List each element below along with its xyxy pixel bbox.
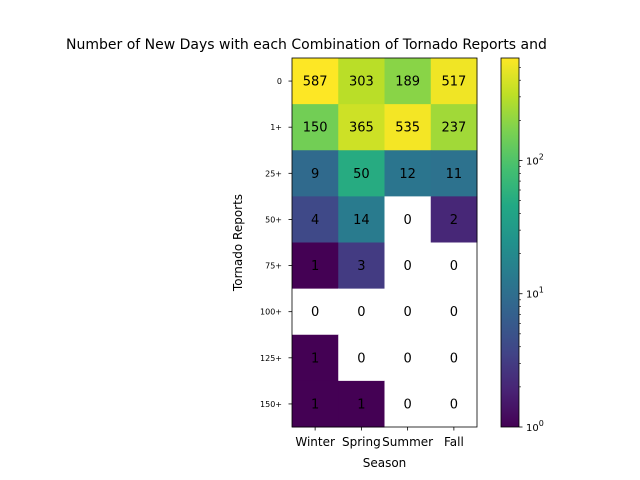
heatmap-cell xyxy=(384,150,432,197)
heatmap-cell xyxy=(384,58,432,105)
cell-value-label: 189 xyxy=(395,75,420,90)
cell-value-label: 11 xyxy=(446,167,463,182)
heatmap-cell xyxy=(338,380,385,428)
x-tick-label: Fall xyxy=(444,435,464,449)
colorbar xyxy=(500,57,520,428)
y-tick-label: 150+ xyxy=(260,400,282,409)
cell-value-label: 0 xyxy=(403,305,411,320)
cell-value-label: 517 xyxy=(441,75,466,90)
cell-value-label: 2 xyxy=(450,213,458,228)
y-axis-title: Tornado Reports xyxy=(231,194,245,292)
heatmap-cell xyxy=(430,334,478,382)
x-tick-label: Winter xyxy=(295,435,335,449)
cell-value-label: 0 xyxy=(450,351,458,366)
cell-value-label: 535 xyxy=(395,121,420,136)
heatmap-cell xyxy=(338,58,385,105)
y-axis: 0 1+ 25+ 50+ 75+ 100+ 125+ 150+ xyxy=(260,77,292,409)
heatmap-cell xyxy=(338,150,385,197)
cell-value-label: 0 xyxy=(450,305,458,320)
x-axis-title: Season xyxy=(363,456,407,470)
heatmap-cell xyxy=(430,196,478,243)
heatmap-cell xyxy=(292,288,339,336)
y-tick-label: 125+ xyxy=(260,354,282,363)
cell-value-label: 4 xyxy=(311,213,319,228)
cell-value-label: 50 xyxy=(353,167,370,182)
cell-value-label: 0 xyxy=(403,351,411,366)
heatmap-cell xyxy=(338,288,385,336)
cell-value-label: 1 xyxy=(311,259,319,274)
cell-value-label: 1 xyxy=(311,397,319,412)
heatmap-cell xyxy=(384,334,432,382)
cell-value-label: 150 xyxy=(303,121,328,136)
heatmap-cell xyxy=(292,104,339,151)
x-axis: Winter Spring Summer Fall xyxy=(295,427,464,449)
colorbar-ticks: 100 101 102 xyxy=(519,66,544,434)
heatmap-cell xyxy=(430,104,478,151)
cell-value-label: 237 xyxy=(441,121,466,136)
cell-value-label: 0 xyxy=(450,259,458,274)
cell-value-label: 587 xyxy=(303,75,328,90)
colorbar-tick-label: 101 xyxy=(526,286,544,301)
heatmap-cell xyxy=(384,196,432,243)
heatmap-cell xyxy=(292,150,339,197)
heatmap-cell xyxy=(430,150,478,197)
cell-value-label: 303 xyxy=(349,75,374,90)
heatmap-cell xyxy=(430,380,478,428)
heatmap-cell xyxy=(338,196,385,243)
cell-value-label: 0 xyxy=(403,397,411,412)
y-tick-label: 25+ xyxy=(265,169,282,178)
cell-value-label: 0 xyxy=(357,305,365,320)
heatmap-cell xyxy=(338,242,385,290)
heatmap-cell xyxy=(384,104,432,151)
cell-value-label: 0 xyxy=(403,259,411,274)
y-tick-label: 50+ xyxy=(265,215,282,224)
y-tick-label: 1+ xyxy=(270,123,282,132)
heatmap-cell xyxy=(430,288,478,336)
heatmap-cell xyxy=(430,58,478,105)
plot-frame xyxy=(291,57,478,428)
y-tick-label: 75+ xyxy=(265,262,282,271)
cell-value-label: 0 xyxy=(450,397,458,412)
heatmap-cell xyxy=(430,242,478,290)
cell-value-label: 0 xyxy=(357,351,365,366)
heatmap-cell xyxy=(292,196,339,243)
heatmap-cell xyxy=(292,380,339,428)
x-tick-label: Summer xyxy=(382,435,433,449)
heatmap-cell xyxy=(292,242,339,290)
cell-value-label: 12 xyxy=(399,167,416,182)
cell-value-label: 365 xyxy=(349,121,374,136)
cell-value-label: 1 xyxy=(357,397,365,412)
colorbar-tick-label: 102 xyxy=(526,152,544,167)
colorbar-tick-label: 100 xyxy=(526,419,544,434)
cell-value-label: 3 xyxy=(357,259,365,274)
x-tick-label: Spring xyxy=(342,435,381,449)
cell-value-label: 9 xyxy=(311,167,319,182)
heatmap-cell xyxy=(292,58,339,105)
cell-value-label: 1 xyxy=(311,351,319,366)
y-tick-label: 100+ xyxy=(260,308,282,317)
cell-value-label: 14 xyxy=(353,213,370,228)
y-tick-label: 0 xyxy=(277,77,282,86)
heatmap-cell xyxy=(384,380,432,428)
cell-value-label: 0 xyxy=(403,213,411,228)
cell-value-label: 0 xyxy=(311,305,319,320)
heatmap-cell xyxy=(384,288,432,336)
heatmap-cell xyxy=(338,104,385,151)
heatmap-cell xyxy=(292,334,339,382)
heatmap-cell xyxy=(338,334,385,382)
chart-title: Number of New Days with each Combination… xyxy=(66,37,547,53)
heatmap-cell xyxy=(384,242,432,290)
